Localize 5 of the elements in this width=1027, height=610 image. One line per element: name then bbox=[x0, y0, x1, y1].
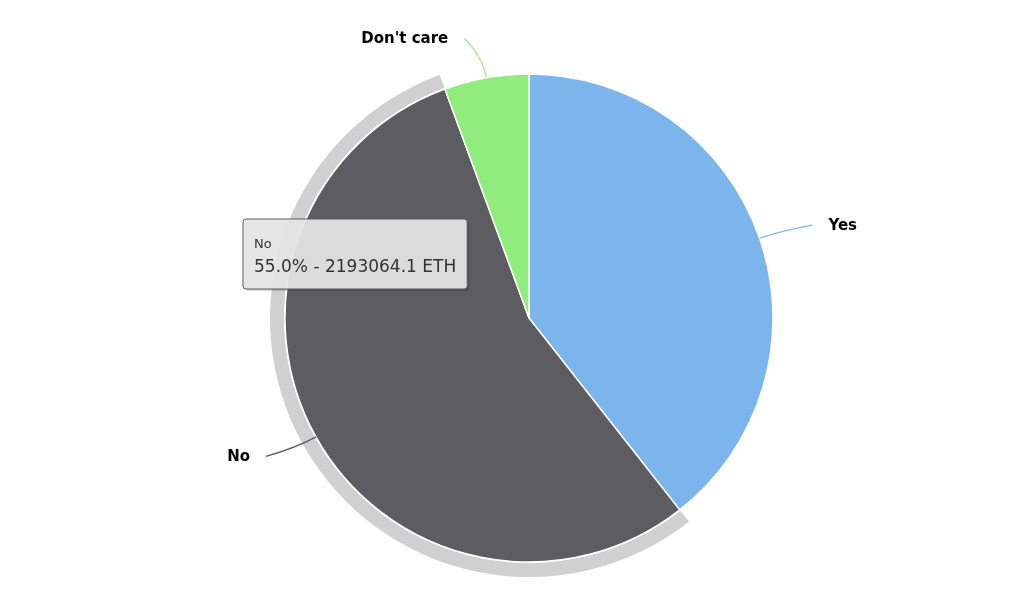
slice-label: Don't care bbox=[361, 29, 449, 48]
slice-label: Yes bbox=[827, 216, 858, 235]
text: No bbox=[254, 236, 272, 251]
slice-label: No bbox=[227, 447, 250, 466]
text: 55.0% - 2193064.1 ETH bbox=[254, 256, 457, 276]
